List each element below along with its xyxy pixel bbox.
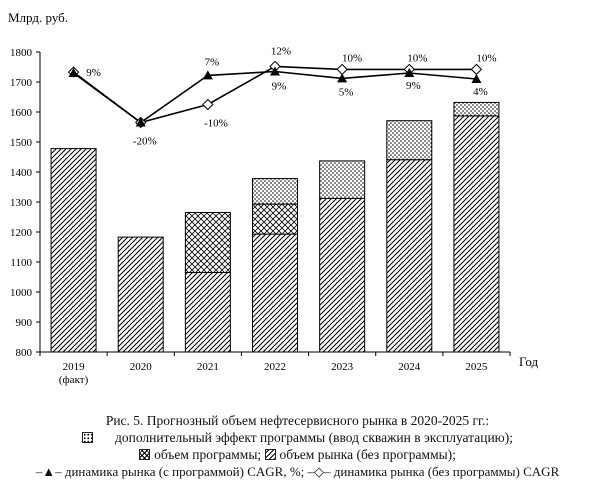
- bar-segment-hatch: [50, 148, 97, 353]
- x-tick-label: 2020: [130, 361, 153, 373]
- hatch-pattern-icon: [264, 449, 276, 460]
- data-label: 9%: [272, 81, 287, 93]
- data-label: 4%: [473, 86, 488, 98]
- x-axis-label: Год: [519, 354, 538, 369]
- bar-segment-dots: [319, 160, 366, 199]
- data-label: 9%: [406, 80, 421, 92]
- y-tick-label: 900: [16, 317, 33, 329]
- x-tick-label: 2022: [264, 361, 286, 373]
- legend-program-volume: объем программы;: [154, 447, 262, 462]
- y-tick-label: 1200: [10, 227, 33, 239]
- bar-segment-cross: [252, 203, 298, 235]
- data-label: 7%: [205, 56, 220, 68]
- bar-segment-cross: [184, 212, 231, 273]
- legend-additional-effect: дополнительный эффект программы (ввод ск…: [114, 430, 513, 445]
- data-label: -10%: [204, 118, 228, 130]
- diamond-marker: [470, 63, 483, 76]
- caption-title: Рис. 5. Прогнозный объем нефтесервисного…: [105, 413, 490, 428]
- y-tick-label: 800: [16, 347, 33, 359]
- data-label: -20%: [133, 136, 157, 148]
- triangle-marker: [135, 117, 146, 127]
- bar-segment-hatch: [319, 197, 366, 353]
- market-volume-chart: Млрд. руб. Год 800 900 1000 1100 1200 1300 140…: [8, 10, 538, 386]
- data-label: 10%: [407, 52, 427, 64]
- caption-legend-volumes: объем программы; объем рынка (без програ…: [0, 446, 595, 463]
- diamond-marker: [202, 98, 214, 111]
- bar-segment-dots: [386, 120, 433, 161]
- dots-pattern-icon: [81, 432, 93, 443]
- bar-segment-hatch: [453, 115, 500, 353]
- bar-segment-dots: [453, 101, 500, 117]
- y-axis-label: Млрд. руб.: [8, 10, 68, 25]
- x-tick-sublabel: (факт): [59, 374, 89, 386]
- bar-segment-dots: [252, 178, 298, 205]
- data-label: 5%: [339, 86, 354, 98]
- y-tick-label: 1300: [10, 197, 33, 209]
- crosshatch-pattern-icon: [139, 449, 151, 460]
- x-tick-label: 2021: [197, 361, 219, 373]
- data-label: 10%: [476, 52, 496, 64]
- triangle-marker: [270, 66, 280, 76]
- bar-segment-hatch: [386, 159, 433, 353]
- y-tick-label: 1100: [10, 257, 32, 269]
- x-tick-label: 2025: [465, 361, 488, 373]
- y-tick-label: 1400: [10, 167, 33, 179]
- data-label: 9%: [86, 67, 101, 79]
- triangle-marker: [404, 68, 415, 77]
- caption-legend-dots: дополнительный эффект программы (ввод ск…: [0, 429, 595, 446]
- bar-segment-hatch: [184, 272, 231, 353]
- y-tick-label: 1700: [10, 77, 33, 89]
- triangle-marker: [202, 70, 213, 80]
- data-label: 10%: [342, 52, 362, 64]
- triangle-marker: [68, 68, 79, 77]
- triangle-marker: [471, 74, 482, 83]
- x-tick-label: 2023: [331, 361, 354, 373]
- diamond-marker: [336, 63, 348, 76]
- y-tick-label: 1800: [10, 47, 33, 59]
- y-tick-label: 1000: [10, 287, 33, 299]
- bar-segment-hatch: [117, 236, 164, 353]
- caption-legend-lines: –▲– динамика рынка (с программой) CAGR, …: [35, 464, 560, 479]
- data-label: 12%: [271, 45, 291, 57]
- triangle-marker: [337, 73, 348, 83]
- bar-segment-hatch: [252, 233, 298, 353]
- y-tick-label: 1600: [10, 107, 33, 119]
- x-tick-label: 2019: [63, 361, 86, 373]
- legend-market-volume: объем рынка (без программы);: [279, 447, 456, 462]
- x-tick-label: 2024: [398, 361, 421, 373]
- y-tick-label: 1500: [10, 137, 33, 149]
